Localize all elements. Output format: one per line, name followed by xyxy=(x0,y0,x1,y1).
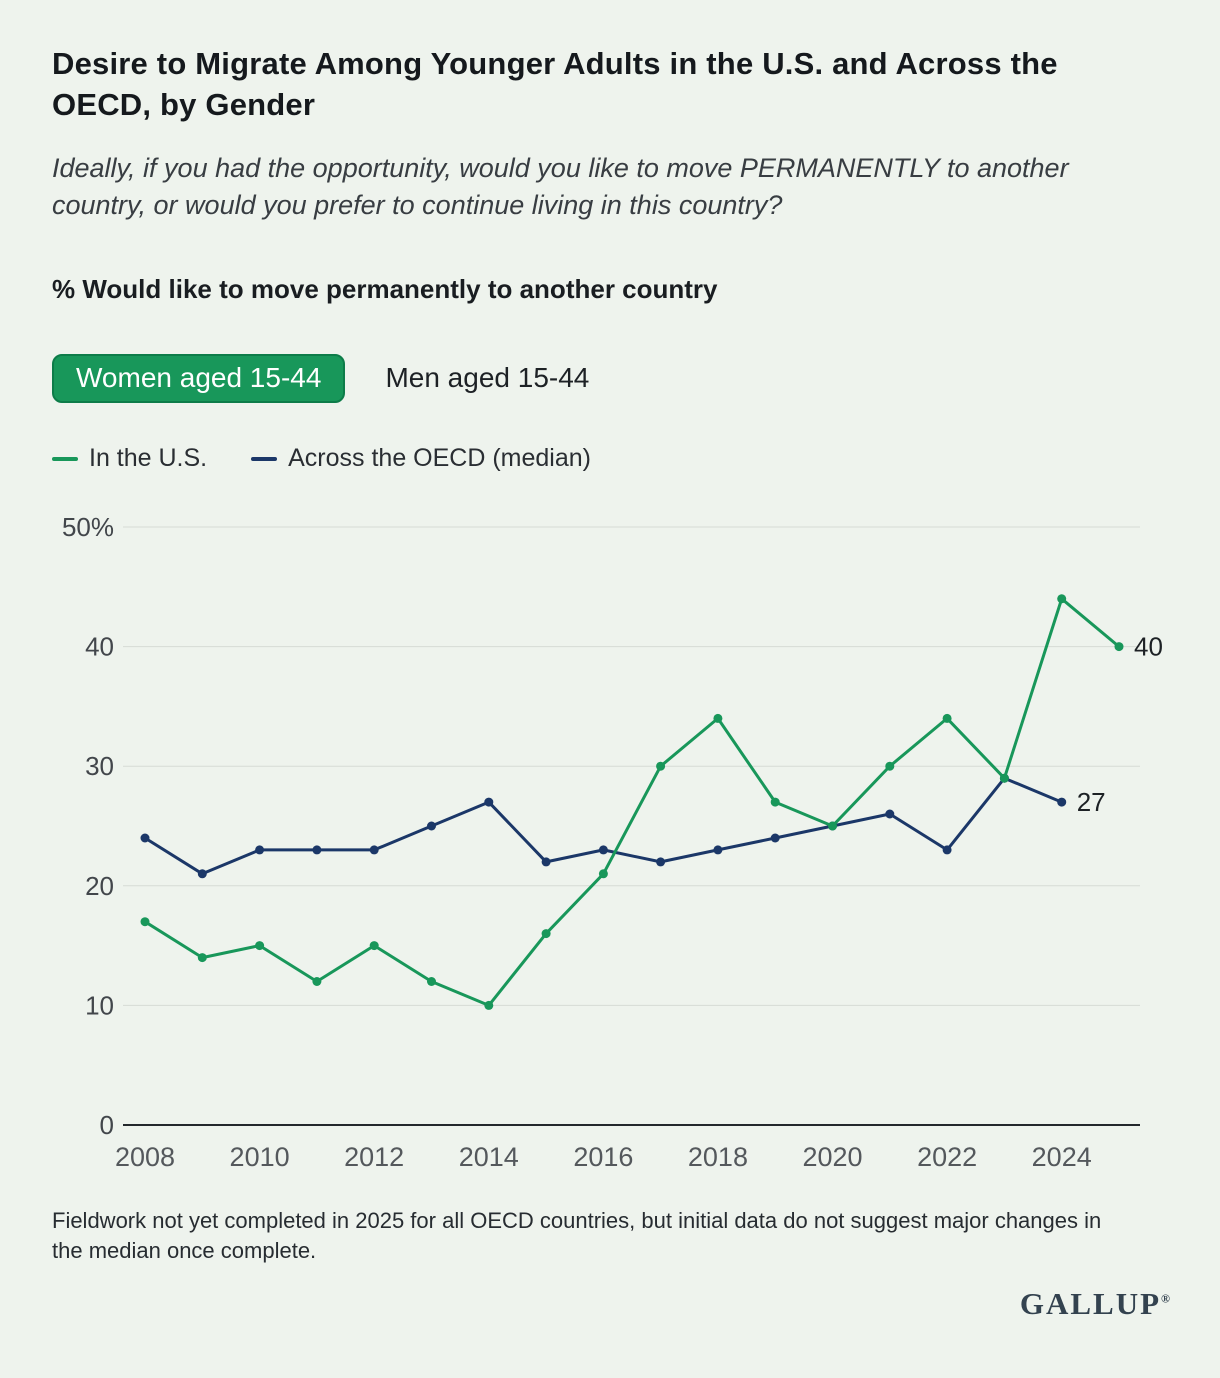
gallup-wordmark: GALLUP xyxy=(1019,1286,1162,1321)
oecd-line-swatch xyxy=(251,456,278,461)
svg-text:0: 0 xyxy=(100,1110,114,1140)
svg-text:2024: 2024 xyxy=(1032,1142,1092,1172)
svg-text:40: 40 xyxy=(1134,632,1163,662)
gallup-logo: GALLUP® xyxy=(1020,1286,1170,1322)
page-title: Desire to Migrate Among Younger Adults i… xyxy=(52,46,1058,122)
measure-label: % Would like to move permanently to anot… xyxy=(52,274,718,304)
legend-label-us: In the U.S. xyxy=(89,444,208,472)
tab-women-15-44[interactable]: Women aged 15-44 xyxy=(52,354,346,403)
footnote: Fieldwork not yet completed in 2025 for … xyxy=(52,1208,1102,1263)
legend-item-us: In the U.S. xyxy=(52,444,207,473)
svg-text:2010: 2010 xyxy=(230,1142,290,1172)
svg-text:10: 10 xyxy=(85,990,114,1020)
legend-label-oecd: Across the OECD (median) xyxy=(288,444,591,472)
svg-text:27: 27 xyxy=(1077,787,1106,817)
tab-men-15-44[interactable]: Men aged 15-44 xyxy=(379,354,595,403)
svg-text:2018: 2018 xyxy=(688,1142,748,1172)
survey-question: Ideally, if you had the opportunity, wou… xyxy=(52,153,1069,221)
gender-toggle: Women aged 15-44 Men aged 15-44 xyxy=(52,354,595,403)
svg-text:20: 20 xyxy=(85,871,114,901)
svg-text:2012: 2012 xyxy=(344,1142,404,1172)
chart-legend: In the U.S. Across the OECD (median) xyxy=(52,444,591,473)
svg-text:2016: 2016 xyxy=(573,1142,633,1172)
svg-text:2008: 2008 xyxy=(115,1142,175,1172)
svg-text:40: 40 xyxy=(85,632,114,662)
svg-text:2014: 2014 xyxy=(459,1142,519,1172)
legend-item-oecd: Across the OECD (median) xyxy=(251,444,591,473)
svg-text:2022: 2022 xyxy=(917,1142,977,1172)
svg-text:30: 30 xyxy=(85,751,114,781)
registered-mark: ® xyxy=(1161,1291,1170,1306)
svg-text:50%: 50% xyxy=(62,512,114,542)
us-line-swatch xyxy=(52,456,78,461)
svg-text:2020: 2020 xyxy=(802,1142,862,1172)
